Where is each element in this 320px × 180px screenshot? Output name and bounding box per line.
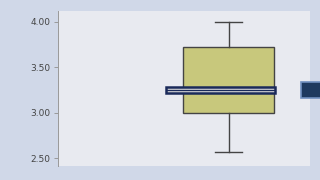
Bar <box>183 47 274 113</box>
FancyBboxPatch shape <box>301 82 320 98</box>
Bar <box>166 87 276 93</box>
